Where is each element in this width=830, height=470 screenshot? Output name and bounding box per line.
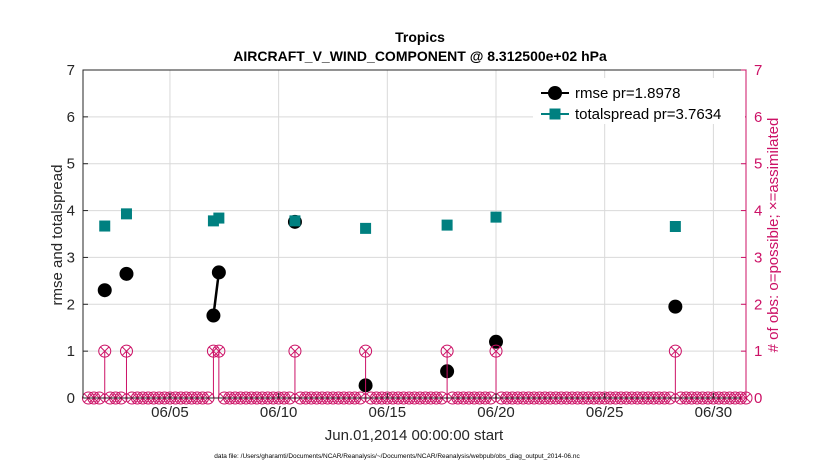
totalspread-point	[99, 220, 111, 232]
obs-possible-marker	[212, 344, 226, 358]
obs-possible-marker	[98, 344, 112, 358]
x-tick-label: 06/15	[369, 404, 407, 421]
totalspread-point	[669, 221, 681, 233]
y-tick-label: 4	[67, 203, 75, 220]
obs-assimilated-marker	[100, 346, 110, 356]
obs-assimilated-marker	[121, 346, 132, 356]
obs-possible-marker	[359, 344, 373, 358]
rmse-point	[668, 299, 683, 314]
obs-assimilated-marker	[491, 346, 501, 356]
obs-possible-marker	[489, 344, 503, 358]
legend-totalspread-marker	[549, 108, 561, 120]
y-right-tick-label: 2	[754, 296, 762, 313]
obs-possible-marker	[288, 344, 302, 358]
rmse-point	[119, 266, 134, 281]
legend-rmse-label: rmse pr=1.8978	[575, 85, 680, 102]
x-tick-label: 06/10	[260, 404, 298, 421]
obs-assimilated-marker	[670, 346, 681, 356]
y-tick-label: 2	[67, 296, 75, 313]
x-axis-label: Jun.01,2014 00:00:00 start	[325, 427, 504, 444]
rmse-line-segment	[212, 272, 221, 316]
y-tick-label: 7	[67, 62, 75, 79]
y-tick-label: 6	[67, 109, 75, 126]
x-tick-label: 06/20	[477, 404, 515, 421]
y-tick-label: 5	[67, 156, 75, 173]
totalspread-point	[289, 215, 301, 227]
obs-possible-marker	[119, 344, 133, 358]
legend-rmse-marker	[548, 86, 562, 100]
totalspread-point	[120, 208, 132, 220]
totalspread-point	[441, 219, 453, 231]
totalspread-point	[213, 212, 225, 224]
totalspread-point	[360, 222, 372, 234]
x-tick-label: 06/25	[586, 404, 624, 421]
legend: rmse pr=1.8978 totalspread pr=3.7634	[533, 78, 745, 124]
chart-subtitle: AIRCRAFT_V_WIND_COMPONENT @ 8.312500e+02…	[233, 48, 607, 64]
y-right-tick-label: 3	[754, 249, 762, 266]
y-tick-label: 3	[67, 249, 75, 266]
y-tick-label: 1	[67, 343, 75, 360]
y-axis-label: rmse and totalspread	[49, 165, 66, 306]
y-right-tick-label: 4	[754, 203, 762, 220]
obs-count-markers	[81, 344, 753, 405]
obs-assimilated-marker	[360, 346, 371, 356]
obs-possible-marker	[668, 344, 682, 358]
rmse-point	[206, 308, 221, 323]
axes: 06/05 06/10 06/15 06/20 06/25 06/30 0 1 2 3 4 5 6 7 0 1…	[67, 62, 763, 421]
y-right-tick-label: 6	[754, 109, 762, 126]
totalspread-point	[490, 211, 502, 223]
x-tick-label: 06/30	[695, 404, 733, 421]
rmse-point	[97, 283, 112, 298]
obs-assimilated-marker	[442, 346, 452, 356]
legend-totalspread-label: totalspread pr=3.7634	[575, 106, 721, 123]
chart-title: Tropics	[395, 29, 445, 45]
y-right-tick-label: 5	[754, 156, 762, 173]
x-tick-label: 06/05	[151, 404, 189, 421]
legend-box	[533, 78, 745, 124]
plot-series	[97, 208, 683, 393]
obs-assimilated-marker	[214, 346, 224, 356]
obs-possible-marker	[440, 344, 454, 358]
rmse-point	[489, 334, 504, 349]
y-tick-label: 0	[67, 390, 75, 407]
data-file-footer: data file: /Users/gharamti/Documents/NCA…	[214, 453, 580, 460]
y-right-tick-label: 7	[754, 62, 762, 79]
y-right-tick-label: 0	[754, 390, 762, 407]
obs-assimilated-marker	[290, 346, 300, 356]
rmse-point	[211, 265, 226, 280]
y-axis-right-label: # of obs: o=possible; ×=assimilated	[765, 118, 782, 353]
y-right-tick-label: 1	[754, 343, 762, 360]
